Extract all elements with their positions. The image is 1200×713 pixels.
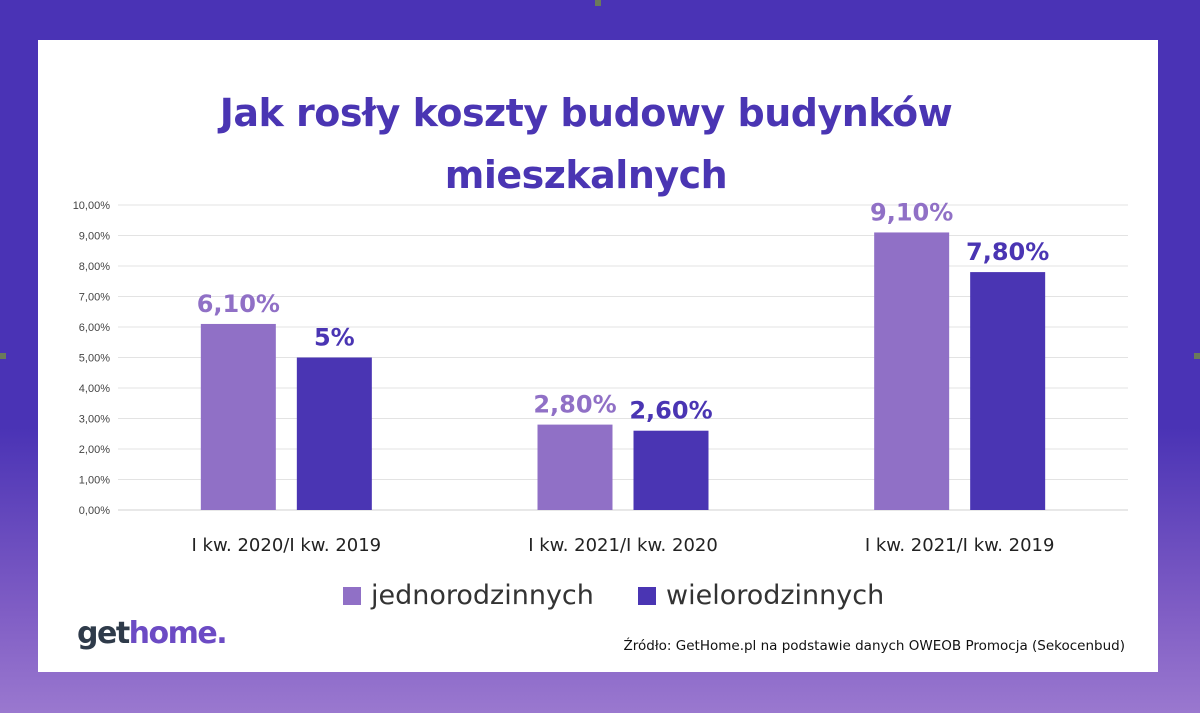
y-tick-label: 3,00% [79,414,110,426]
x-tick-label: I kw. 2020/I kw. 2019 [192,535,382,556]
legend-swatch-series1 [343,586,361,605]
corner-mark-right [1194,353,1200,359]
logo-part1: get [77,616,130,651]
data-label: 2,60% [629,397,712,425]
data-label: 5% [314,324,355,352]
legend-swatch-series2 [638,586,656,605]
logo-part2: home. [128,616,228,651]
y-tick-label: 6,00% [79,322,110,334]
legend: jednorodzinnych wielorodzinnych [0,580,1200,620]
bar [537,424,613,510]
corner-mark-top [595,0,601,6]
data-label: 9,10% [870,198,953,226]
legend-item-wielorodzinnych: wielorodzinnych [638,580,884,611]
bar [200,323,276,510]
bar [633,430,709,510]
source-note: Źródło: GetHome.pl na podstawie danych O… [623,638,1126,654]
chart-title: Jak rosły koszty budowy budynków mieszka… [0,82,1172,206]
x-tick-label: I kw. 2021/I kw. 2019 [865,535,1055,556]
y-tick-label: 9,00% [79,231,110,243]
y-tick-label: 5,00% [79,353,110,365]
data-label: 2,80% [533,391,616,419]
bar-chart: 0,00% 1,00% 2,00% 3,00% 4,00% 5,00% 6,00% 7,00%… [73,198,1128,556]
legend-item-jednorodzinnych: jednorodzinnych [343,580,594,611]
y-tick-label: 2,00% [79,444,110,456]
data-label: 7,80% [966,238,1049,266]
bar [296,357,372,510]
chart-title-line1: Jak rosły koszty budowy budynków [219,91,953,135]
corner-mark-left [0,353,6,359]
y-tick-label: 7,00% [79,292,110,304]
y-tick-label: 8,00% [79,261,110,273]
data-label: 6,10% [197,290,280,318]
chart-title-line2: mieszkalnych [444,153,728,197]
bar [970,272,1046,510]
bar [874,232,950,510]
x-tick-label: I kw. 2021/I kw. 2020 [528,535,718,556]
y-tick-label: 1,00% [79,475,110,487]
y-tick-label: 4,00% [79,383,110,395]
y-tick-label: 10,00% [73,200,111,212]
gethome-logo: gethome. [77,616,228,651]
legend-label-series1: jednorodzinnych [371,580,594,611]
y-tick-label: 0,00% [79,505,110,517]
legend-label-series2: wielorodzinnych [666,580,885,611]
